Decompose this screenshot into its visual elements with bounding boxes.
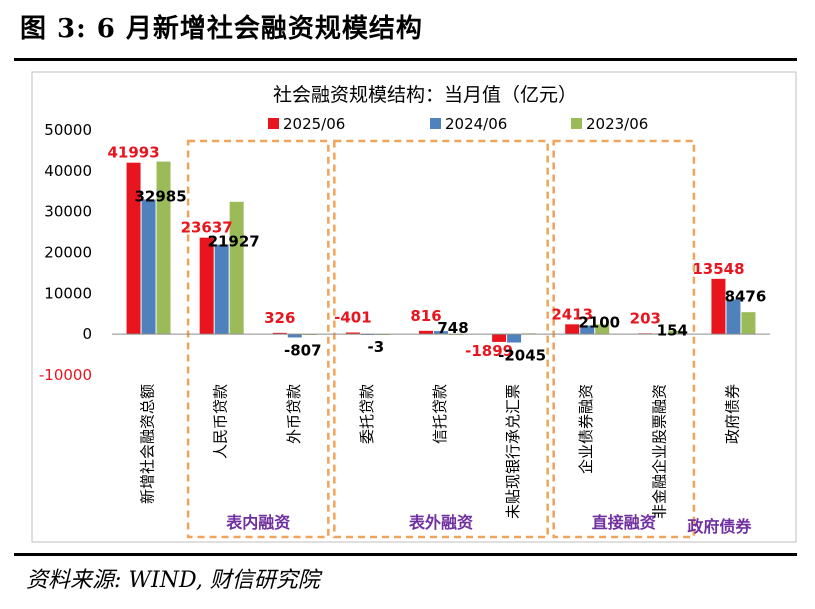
data-label: 13548: [692, 260, 744, 278]
x-tick-label: 政府债券: [723, 384, 741, 444]
data-label: 816: [410, 307, 441, 325]
data-label: 2413: [551, 305, 593, 323]
legend-label-1: 2024/06: [445, 115, 507, 133]
data-label: 326: [264, 309, 295, 327]
bar-s0-c2: [272, 332, 287, 335]
bar-s1-c1: [214, 244, 229, 335]
data-label: 8476: [725, 288, 767, 306]
x-tick-label: 新增社会融资总额: [139, 384, 157, 504]
group-box-2: [552, 139, 696, 539]
data-label: 32985: [134, 187, 186, 205]
top-rule: [14, 58, 797, 61]
bar-s1-c5: [507, 334, 522, 343]
x-tick-label: 非金融企业股票融资: [650, 384, 668, 519]
bar-s1-c8: [726, 299, 741, 335]
bar-s0-c8: [711, 278, 726, 335]
x-axis: 新增社会融资总额 人民币贷款 外币贷款 委托贷款 信托贷款 未贴现银行承兑汇票 企业债券融资…: [139, 384, 742, 519]
group-boxes: 表内融资 表外融资 直接融资 政府债券: [186, 139, 752, 539]
bars: [126, 161, 756, 343]
x-tick-label: 人民币贷款: [212, 384, 230, 459]
bar-s2-c1: [229, 201, 244, 335]
data-label: -1899: [465, 342, 513, 360]
legend: 2025/06 2024/06 2023/06: [268, 115, 648, 133]
bar-s0-c0: [126, 162, 141, 335]
bar-s1-c2: [287, 334, 302, 338]
data-label: 21927: [208, 233, 260, 251]
group-label-2: 直接融资: [592, 513, 656, 532]
data-label: 154: [657, 322, 688, 340]
bar-s0-c1: [199, 237, 214, 335]
bar-s2-c8: [741, 312, 756, 335]
bar-s2-c6: [595, 324, 610, 335]
bottom-rule: [14, 553, 797, 556]
legend-label-0: 2025/06: [283, 115, 345, 133]
bar-s1-c6: [580, 325, 595, 335]
bar-s0-c3: [345, 332, 360, 335]
legend-swatch-0: [268, 118, 279, 129]
bar-s2-c0: [156, 161, 171, 335]
data-label: 2100: [578, 314, 620, 332]
y-tick-label: -10000: [39, 366, 92, 384]
x-tick-label: 信托贷款: [431, 384, 449, 444]
bar-s1-c0: [141, 199, 156, 335]
x-tick-label: 委托贷款: [358, 384, 376, 444]
x-tick-label: 企业债券融资: [577, 384, 595, 474]
data-label: -807: [284, 341, 322, 359]
data-label: -3: [368, 338, 385, 356]
data-label: 41993: [107, 144, 159, 162]
y-tick-label: 0: [82, 325, 92, 343]
bar-s0-c5: [492, 334, 507, 342]
extra-label-0: 政府债券: [687, 517, 752, 536]
data-label: 23637: [181, 219, 233, 237]
data-label: 748: [437, 319, 468, 337]
legend-label-2: 2023/06: [586, 115, 648, 133]
y-tick-label: 20000: [44, 244, 92, 262]
group-label-0: 表内融资: [225, 513, 290, 532]
data-label: -2045: [498, 347, 546, 365]
x-tick-label: 外币贷款: [285, 384, 303, 444]
chart-title: 社会融资规模结构：当月值（亿元）: [273, 84, 577, 106]
y-tick-label: 10000: [44, 284, 92, 302]
bar-s2-c7: [668, 330, 683, 335]
source-note: 资料来源: WIND, 财信研究院: [26, 568, 320, 593]
data-label: 203: [630, 309, 661, 327]
figure-title: 图 3: 6 月新增社会融资规模结构: [20, 14, 423, 44]
y-tick-label: 30000: [44, 203, 92, 221]
data-label: -401: [334, 309, 372, 327]
bar-s1-c4: [434, 331, 448, 335]
legend-swatch-2: [571, 118, 582, 129]
x-tick-label: 未贴现银行承兑汇票: [504, 384, 522, 519]
group-box-0: [186, 139, 330, 539]
bar-s0-c6: [565, 324, 580, 335]
group-label-1: 表外融资: [408, 513, 473, 532]
y-axis: 50000 40000 30000 20000 10000 0 -10000: [39, 121, 92, 384]
legend-swatch-1: [430, 118, 441, 129]
y-tick-label: 40000: [44, 162, 92, 180]
chart-frame: [31, 71, 797, 543]
bar-s0-c4: [419, 330, 433, 335]
y-tick-label: 50000: [44, 121, 92, 139]
group-box-1: [333, 139, 549, 539]
